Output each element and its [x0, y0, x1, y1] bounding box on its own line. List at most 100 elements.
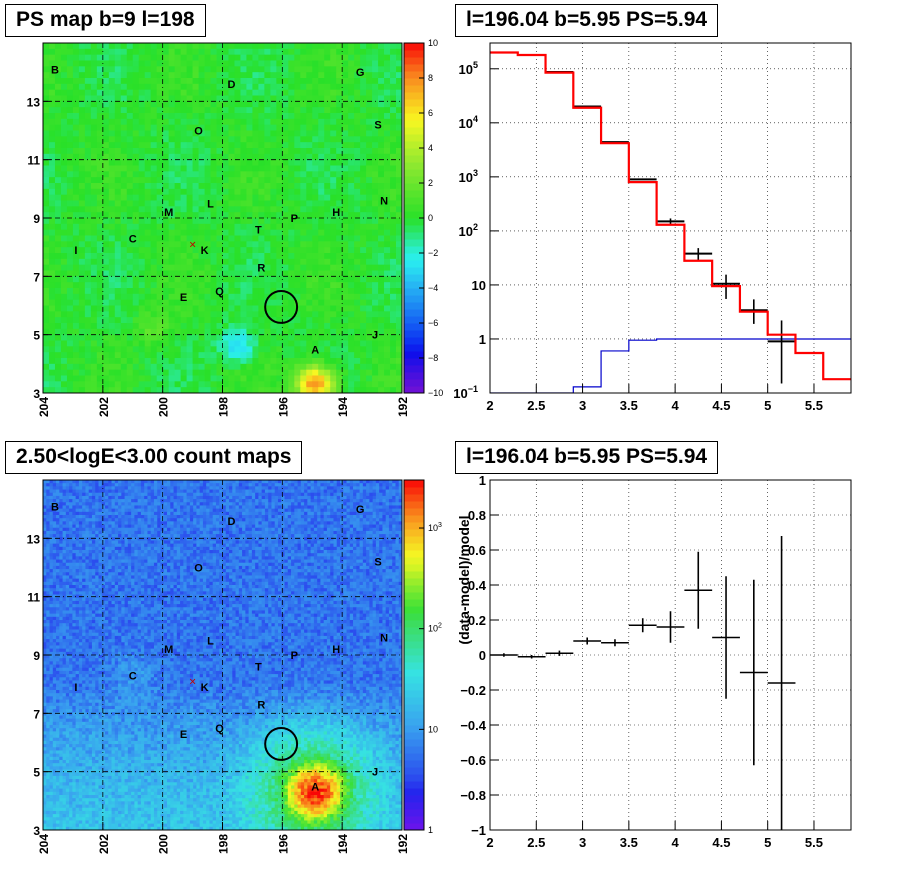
map-pixel [223, 160, 229, 166]
map-pixel [82, 486, 86, 490]
map-pixel [144, 499, 148, 503]
map-pixel [376, 509, 380, 513]
map-pixel [366, 483, 370, 487]
map-pixel [121, 212, 127, 218]
map-pixel [396, 224, 402, 230]
map-pixel [127, 358, 133, 364]
map-pixel [180, 496, 184, 500]
map-pixel [252, 480, 256, 484]
map-pixel [392, 499, 396, 503]
map-pixel [378, 218, 384, 224]
map-pixel [264, 148, 270, 154]
map-pixel [330, 125, 336, 131]
map-pixel [121, 364, 127, 370]
map-pixel [196, 505, 200, 509]
map-pixel [312, 148, 318, 154]
map-pixel [109, 306, 115, 312]
map-pixel [294, 78, 300, 84]
map-pixel [354, 90, 360, 96]
map-pixel [330, 136, 336, 142]
map-pixel [89, 505, 93, 509]
map-pixel [115, 72, 121, 78]
map-pixel [366, 323, 372, 329]
map-pixel [109, 335, 115, 341]
map-pixel [92, 496, 96, 500]
map-pixel [276, 101, 282, 107]
map-pixel [294, 241, 300, 247]
map-pixel [366, 502, 370, 506]
map-pixel [169, 183, 175, 189]
map-pixel [232, 505, 236, 509]
map-pixel [43, 206, 49, 212]
map-pixel [264, 323, 270, 329]
map-pixel [98, 502, 102, 506]
model-curve [490, 53, 851, 380]
map-pixel [378, 78, 384, 84]
map-pixel [337, 499, 341, 503]
colorbar-step [404, 106, 424, 114]
map-pixel [115, 335, 121, 341]
map-pixel [105, 490, 109, 494]
map-pixel [288, 512, 292, 516]
map-pixel [85, 364, 91, 370]
map-pixel [109, 329, 115, 335]
map-pixel [109, 148, 115, 154]
map-pixel [49, 364, 55, 370]
map-pixel [67, 352, 73, 358]
map-pixel [105, 505, 109, 509]
map-pixel [312, 49, 318, 55]
map-pixel [73, 49, 79, 55]
map-pixel [49, 341, 55, 347]
map-pixel [85, 177, 91, 183]
map-pixel [307, 502, 311, 506]
map-pixel [49, 125, 55, 131]
map-pixel [234, 66, 240, 72]
map-pixel [324, 294, 330, 300]
map-pixel [324, 247, 330, 253]
map-pixel [246, 78, 252, 84]
map-pixel [181, 346, 187, 352]
map-pixel [360, 364, 366, 370]
map-pixel [342, 218, 348, 224]
map-pixel [82, 483, 86, 487]
map-pixel [306, 288, 312, 294]
map-pixel [85, 381, 91, 387]
map-pixel [127, 61, 133, 67]
map-pixel [252, 96, 258, 102]
map-pixel [43, 509, 47, 513]
map-pixel [85, 230, 91, 236]
map-pixel [121, 189, 127, 195]
map-pixel [163, 90, 169, 96]
map-pixel [246, 160, 252, 166]
map-pixel [360, 294, 366, 300]
map-pixel [145, 358, 151, 364]
map-pixel [245, 505, 249, 509]
count-map-plot: BDGSONMLHPTCKIRQEJA×204 202 200 198 196 194 19… [27, 480, 442, 854]
map-pixel [127, 119, 133, 125]
map-pixel [366, 381, 372, 387]
map-pixel [384, 224, 390, 230]
map-pixel [232, 509, 236, 513]
map-pixel [396, 90, 402, 96]
map-pixel [82, 496, 86, 500]
map-pixel [240, 43, 246, 49]
map-pixel [255, 512, 259, 516]
map-pixel [258, 490, 262, 494]
map-pixel [97, 370, 103, 376]
map-pixel [372, 376, 378, 382]
map-pixel [396, 125, 402, 131]
map-pixel [190, 493, 194, 497]
map-pixel [175, 341, 181, 347]
map-pixel [312, 282, 318, 288]
map-pixel [67, 131, 73, 137]
map-pixel [300, 125, 306, 131]
map-pixel [333, 480, 337, 484]
map-pixel [240, 352, 246, 358]
map-pixel [217, 206, 223, 212]
map-pixel [301, 499, 305, 503]
map-pixel [61, 148, 67, 154]
map-pixel [169, 300, 175, 306]
map-pixel [282, 346, 288, 352]
map-pixel [276, 352, 282, 358]
map-pixel [366, 224, 372, 230]
